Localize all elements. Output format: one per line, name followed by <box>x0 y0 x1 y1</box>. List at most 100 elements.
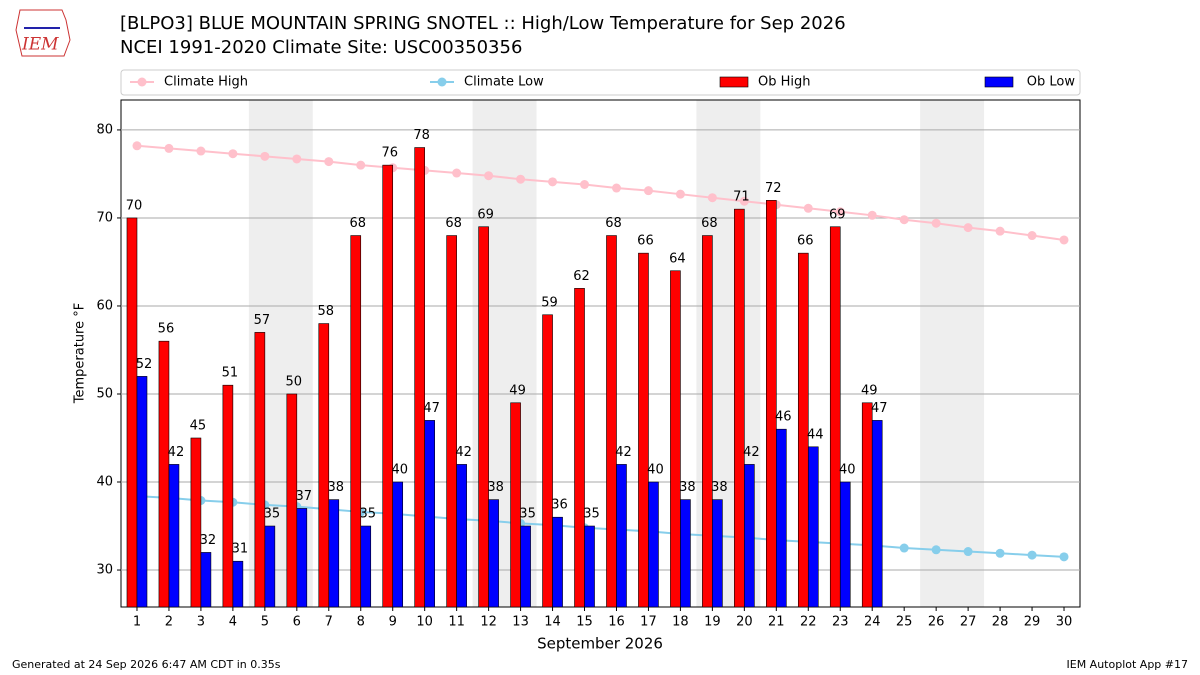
bar <box>446 235 457 608</box>
logo-outline <box>15 9 71 57</box>
bar <box>424 420 435 608</box>
chart-title: [BLPO3] BLUE MOUNTAIN SPRING SNOTEL :: H… <box>120 13 846 34</box>
bar <box>510 402 521 608</box>
bar <box>616 464 627 608</box>
legend-swatch <box>437 77 447 87</box>
line <box>136 144 1065 241</box>
x-tick-label: 30 <box>1056 615 1073 630</box>
legend-swatch <box>719 76 749 88</box>
x-tick-label: 27 <box>960 615 977 630</box>
x-tick-label: 29 <box>1024 615 1041 630</box>
x-tick-label: 21 <box>768 615 785 630</box>
y-tick-label: 30 <box>96 563 113 578</box>
data-label: 45 <box>190 419 207 434</box>
legend-label: Climate Low <box>464 75 544 90</box>
x-tick-label: 28 <box>992 615 1009 630</box>
bar <box>360 525 372 608</box>
x-tick-label: 18 <box>672 615 689 630</box>
data-label: 64 <box>669 251 686 266</box>
footer-left: Generated at 24 Sep 2026 6:47 AM CDT in … <box>12 658 281 671</box>
line-marker <box>739 196 749 206</box>
line-marker <box>899 543 909 553</box>
line-marker <box>292 154 302 164</box>
line-marker <box>516 174 526 184</box>
line-marker <box>1027 231 1037 241</box>
line-marker <box>196 146 206 156</box>
data-label: 36 <box>551 498 568 513</box>
bar <box>232 560 244 608</box>
data-label: 42 <box>743 445 760 460</box>
data-label: 78 <box>413 128 430 143</box>
data-label: 56 <box>158 322 175 337</box>
bar <box>670 270 681 608</box>
bar <box>797 252 809 608</box>
data-label: 38 <box>328 480 345 495</box>
bar <box>254 332 266 608</box>
data-label: 40 <box>391 463 408 478</box>
x-tick-label: 20 <box>736 615 753 630</box>
line-marker <box>1027 550 1037 560</box>
data-label: 68 <box>701 216 718 231</box>
data-label: 38 <box>487 480 504 495</box>
logo: IEM <box>15 9 71 57</box>
x-tick-label: 13 <box>512 615 529 630</box>
data-label: 49 <box>861 383 878 398</box>
data-label: 51 <box>222 366 239 381</box>
bar <box>702 235 713 608</box>
x-tick-label: 15 <box>576 615 593 630</box>
legend-swatch <box>984 76 1014 88</box>
x-tick-label: 2 <box>165 615 173 630</box>
bar <box>520 525 531 608</box>
data-label: 40 <box>647 463 664 478</box>
data-label: 38 <box>679 480 696 495</box>
line-marker <box>995 226 1005 236</box>
x-tick-label: 10 <box>416 615 433 630</box>
data-label: 32 <box>200 533 217 548</box>
x-tick-label: 8 <box>357 615 365 630</box>
chart-subtitle: NCEI 1991-2020 Climate Site: USC00350356 <box>120 37 522 58</box>
data-label: 62 <box>573 269 590 284</box>
line-marker <box>484 171 494 181</box>
data-label: 38 <box>711 480 728 495</box>
y-axis-label: Temperature °F <box>73 303 88 404</box>
bar <box>478 226 489 608</box>
y-tick-label: 80 <box>96 122 113 137</box>
bar <box>574 288 585 608</box>
data-label: 42 <box>615 445 632 460</box>
bar <box>766 200 777 608</box>
bar <box>456 464 467 608</box>
line-marker <box>548 177 558 187</box>
line-marker <box>931 545 941 555</box>
data-label: 68 <box>605 216 622 231</box>
data-label: 68 <box>349 216 366 231</box>
data-label: 35 <box>583 507 600 522</box>
legend-label: Ob High <box>758 75 811 90</box>
data-label: 46 <box>775 410 792 425</box>
data-label: 47 <box>871 401 888 416</box>
bar <box>200 552 212 608</box>
x-tick-label: 17 <box>640 615 657 630</box>
bar <box>488 499 499 608</box>
line-marker <box>707 193 717 203</box>
data-label: 50 <box>286 374 303 389</box>
bar <box>296 508 308 608</box>
bar <box>680 499 691 608</box>
weekend-shade <box>920 100 985 607</box>
line-marker <box>228 149 238 159</box>
bar <box>552 516 563 608</box>
data-label: 35 <box>264 507 281 522</box>
legend-label: Ob Low <box>1027 75 1076 90</box>
data-label: 42 <box>455 445 472 460</box>
data-label: 31 <box>232 542 249 557</box>
data-label: 37 <box>296 489 313 504</box>
x-tick-label: 26 <box>928 615 945 630</box>
x-tick-label: 4 <box>229 615 237 630</box>
data-label: 42 <box>168 445 185 460</box>
data-label: 35 <box>519 507 536 522</box>
y-tick-label: 60 <box>96 298 113 313</box>
bar <box>638 252 649 608</box>
bar <box>136 376 148 608</box>
bar <box>382 164 394 608</box>
bar <box>168 464 180 608</box>
y-tick-label: 40 <box>96 475 113 490</box>
